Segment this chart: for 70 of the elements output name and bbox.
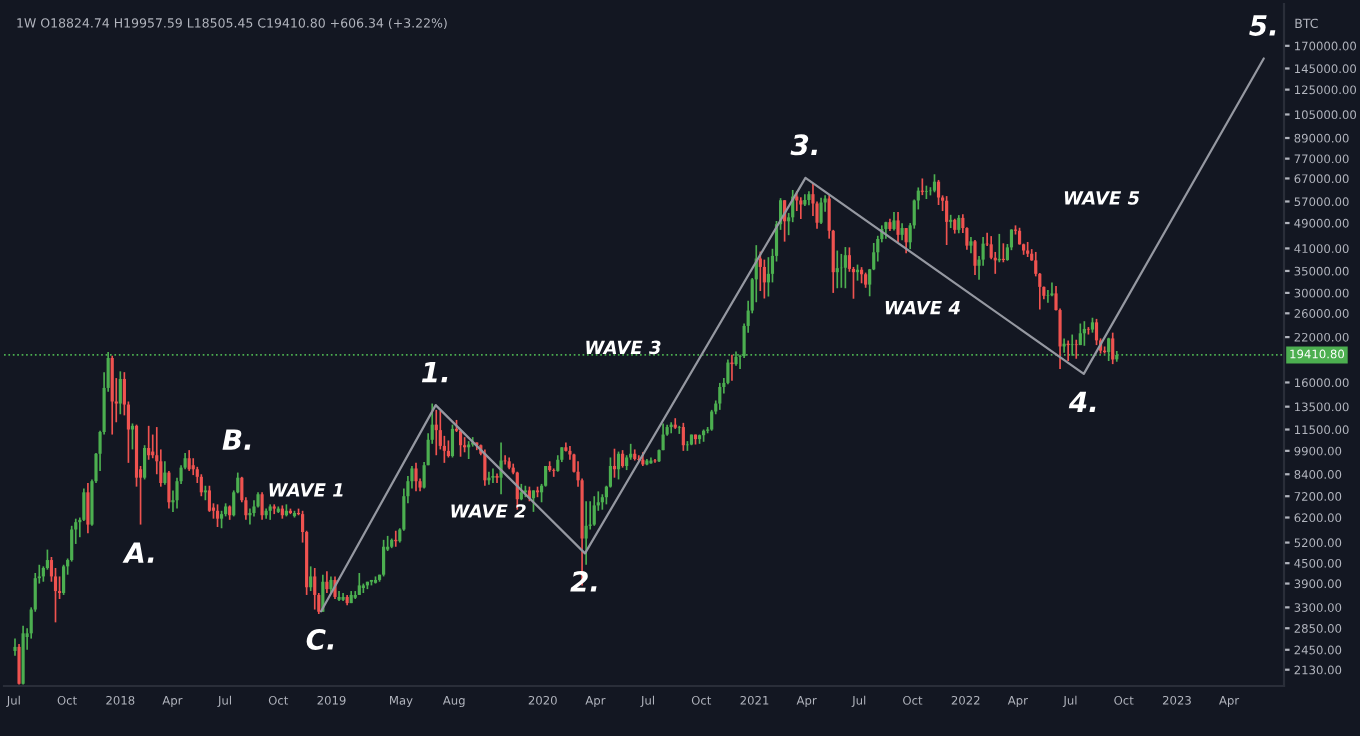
candlestick <box>799 196 803 220</box>
annotation: WAVE 1 <box>269 483 343 497</box>
candlestick <box>1074 338 1078 360</box>
candlestick <box>592 495 596 527</box>
candlestick <box>758 250 762 292</box>
candlestick <box>309 565 313 592</box>
candlestick <box>718 382 722 411</box>
candlestick <box>17 643 21 686</box>
candlestick <box>677 425 681 435</box>
candlestick <box>945 195 949 246</box>
annotation: 3. <box>790 134 818 156</box>
candlestick <box>762 258 766 300</box>
candlestick <box>616 450 621 481</box>
candlestick <box>1050 281 1054 298</box>
candlestick <box>932 173 937 194</box>
candlestick <box>215 503 220 528</box>
candlestick <box>491 467 495 484</box>
candlestick <box>1046 289 1050 304</box>
candlestick <box>936 179 941 206</box>
candlestick <box>892 211 896 232</box>
candlestick <box>1111 331 1115 365</box>
candlestick <box>819 196 823 225</box>
candlestick <box>552 467 556 478</box>
candlestick <box>357 572 361 596</box>
annotation: WAVE 2 <box>451 504 526 518</box>
candlestick <box>584 500 588 566</box>
annotation: A. <box>122 542 154 563</box>
candlestick <box>187 449 191 472</box>
candlestick <box>110 354 114 436</box>
candlestick <box>248 507 252 526</box>
candlestick <box>207 484 212 513</box>
annotation: 4. <box>1068 391 1096 413</box>
candlestick <box>313 567 317 611</box>
candlestick <box>973 239 977 276</box>
annotation: C. <box>306 628 334 650</box>
annotation: WAVE 4 <box>885 300 960 315</box>
annotation: WAVE 3 <box>586 340 661 355</box>
candlestick <box>143 444 147 481</box>
candlestick <box>949 214 953 229</box>
annotation: 5. <box>1249 15 1276 36</box>
candlestick <box>130 422 135 451</box>
candlestick <box>904 227 908 255</box>
annotation: WAVE 5 <box>1064 191 1140 205</box>
candlestick <box>499 441 503 496</box>
candlestick <box>167 470 171 510</box>
candlestick <box>531 489 536 513</box>
candlestick <box>199 473 203 498</box>
candlestick <box>1094 318 1099 346</box>
candlestick <box>835 249 839 290</box>
candlestick <box>86 482 90 535</box>
candlestick <box>118 370 122 416</box>
candlestick <box>612 447 617 479</box>
candlestick <box>681 422 685 452</box>
candlestick <box>147 425 151 461</box>
candlestick <box>163 460 167 486</box>
candlestick <box>382 539 386 578</box>
candlestick <box>957 214 961 235</box>
candlestick <box>414 462 418 493</box>
annotation: 1. <box>421 361 448 383</box>
candlestick <box>260 491 264 521</box>
candlestick <box>191 457 195 476</box>
candlestick <box>843 246 847 290</box>
candlestick <box>62 563 66 596</box>
candlestick <box>495 472 499 484</box>
candlestick <box>13 637 17 657</box>
candlestick <box>487 470 491 486</box>
candlestick <box>450 423 455 459</box>
annotation: 2. <box>570 570 597 592</box>
annotation: B. <box>222 429 251 450</box>
candlestick <box>896 211 900 244</box>
